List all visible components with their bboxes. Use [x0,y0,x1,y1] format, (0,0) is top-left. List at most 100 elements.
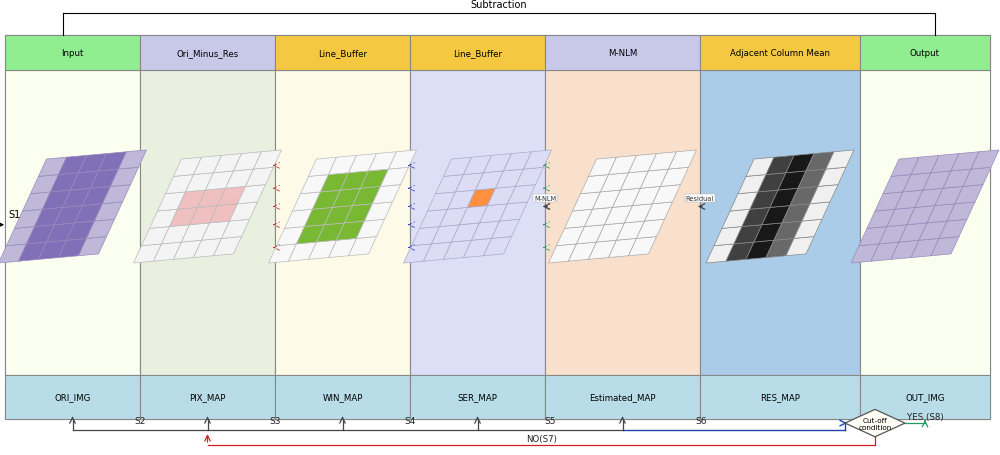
Polygon shape [826,151,854,170]
Bar [700,375,860,419]
Polygon shape [169,208,197,227]
Polygon shape [134,244,162,263]
Polygon shape [774,222,802,241]
Text: YES (S8): YES (S8) [907,412,944,421]
Polygon shape [6,227,34,246]
Polygon shape [373,185,401,204]
Polygon shape [798,170,826,189]
Polygon shape [564,210,592,229]
Polygon shape [845,410,905,437]
Polygon shape [238,185,266,204]
Polygon shape [162,225,190,244]
Bar [140,36,275,71]
Polygon shape [0,244,26,263]
Polygon shape [524,151,552,170]
Polygon shape [190,206,218,225]
Polygon shape [810,185,838,204]
Polygon shape [782,204,810,223]
Polygon shape [644,202,672,222]
Polygon shape [74,204,103,223]
Polygon shape [18,243,46,262]
Bar [5,71,140,375]
Polygon shape [484,237,511,256]
Polygon shape [38,241,66,260]
Polygon shape [660,168,688,187]
Bar [275,375,410,419]
Polygon shape [443,158,472,177]
Polygon shape [297,225,325,244]
Polygon shape [328,239,357,258]
Polygon shape [316,223,344,243]
Polygon shape [14,210,42,229]
Polygon shape [883,175,911,194]
Polygon shape [794,220,822,239]
Polygon shape [971,151,999,170]
Polygon shape [754,223,782,243]
Polygon shape [734,225,762,244]
Polygon shape [516,168,544,187]
Polygon shape [448,191,476,210]
Polygon shape [766,239,794,258]
Text: S3: S3 [269,416,281,425]
Polygon shape [762,206,790,225]
Polygon shape [472,222,500,241]
Polygon shape [381,168,409,187]
Bar [545,71,700,375]
Polygon shape [931,154,959,173]
Polygon shape [726,243,754,262]
Polygon shape [766,156,794,175]
Bar [5,375,140,419]
Text: SER_MAP: SER_MAP [458,393,497,401]
Polygon shape [34,208,62,227]
Bar [275,36,410,71]
Polygon shape [214,237,242,256]
Polygon shape [770,189,798,208]
Polygon shape [706,244,734,263]
Text: RES_MAP: RES_MAP [760,393,800,401]
Bar [410,71,545,375]
Polygon shape [202,222,230,241]
Polygon shape [42,191,70,210]
Polygon shape [365,202,393,222]
Polygon shape [730,192,758,212]
Polygon shape [911,156,939,175]
Bar [860,36,990,71]
Polygon shape [714,227,742,246]
Polygon shape [357,220,385,239]
Polygon shape [637,220,664,239]
Text: S5: S5 [544,416,556,425]
Text: M-NLM: M-NLM [534,196,556,202]
Polygon shape [871,243,899,262]
Polygon shape [915,189,943,208]
Polygon shape [234,152,262,172]
Polygon shape [612,189,641,208]
Polygon shape [480,204,507,223]
Polygon shape [588,241,616,260]
Polygon shape [46,223,75,243]
Polygon shape [891,241,919,260]
Bar [5,36,140,71]
Polygon shape [790,187,818,206]
Polygon shape [268,244,297,263]
Polygon shape [939,220,967,239]
Polygon shape [641,170,669,189]
Polygon shape [456,173,484,192]
Polygon shape [778,172,806,191]
Polygon shape [596,223,624,243]
Polygon shape [548,244,576,263]
Polygon shape [451,223,480,243]
Polygon shape [206,172,234,191]
Polygon shape [919,222,947,241]
Polygon shape [368,152,396,172]
Polygon shape [951,152,979,172]
Polygon shape [588,158,616,177]
Polygon shape [58,239,87,258]
Polygon shape [230,202,258,222]
Polygon shape [78,237,107,256]
Text: Estimated_MAP: Estimated_MAP [589,393,656,401]
Polygon shape [495,170,524,189]
Polygon shape [285,210,313,229]
Polygon shape [903,173,931,192]
Polygon shape [467,189,496,208]
Polygon shape [722,210,750,229]
